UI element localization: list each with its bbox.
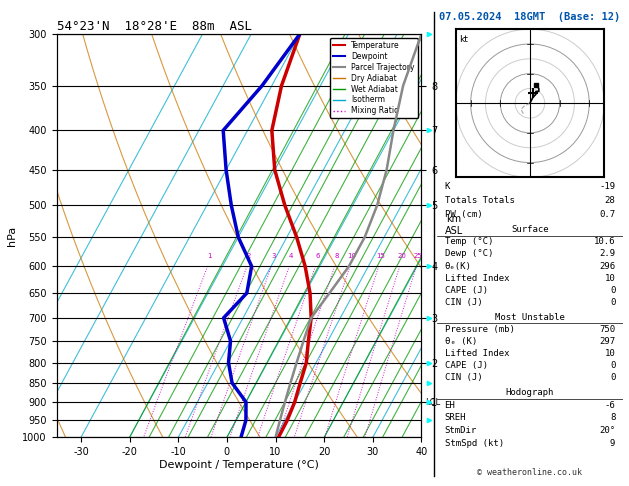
Text: Most Unstable: Most Unstable xyxy=(495,312,565,322)
Text: 0: 0 xyxy=(610,298,615,307)
Text: Totals Totals: Totals Totals xyxy=(445,196,515,205)
Legend: Temperature, Dewpoint, Parcel Trajectory, Dry Adiabat, Wet Adiabat, Isotherm, Mi: Temperature, Dewpoint, Parcel Trajectory… xyxy=(330,38,418,119)
Text: Dewp (°C): Dewp (°C) xyxy=(445,249,493,259)
Text: StmSpd (kt): StmSpd (kt) xyxy=(445,439,504,448)
Text: -19: -19 xyxy=(599,182,615,191)
Text: CIN (J): CIN (J) xyxy=(445,373,482,382)
Text: -6: -6 xyxy=(604,401,615,410)
Text: 2: 2 xyxy=(247,253,251,259)
Text: 6: 6 xyxy=(315,253,320,259)
Text: 0: 0 xyxy=(610,286,615,295)
Text: Surface: Surface xyxy=(511,225,548,234)
Text: θₑ (K): θₑ (K) xyxy=(445,337,477,346)
Text: 10: 10 xyxy=(604,349,615,358)
Text: EH: EH xyxy=(445,401,455,410)
Text: 296: 296 xyxy=(599,261,615,271)
Y-axis label: km
ASL: km ASL xyxy=(445,214,463,236)
Text: 10: 10 xyxy=(347,253,357,259)
Text: SREH: SREH xyxy=(445,414,466,422)
Text: 20°: 20° xyxy=(599,426,615,435)
Text: θₑ(K): θₑ(K) xyxy=(445,261,472,271)
Text: PW (cm): PW (cm) xyxy=(445,210,482,219)
Text: 750: 750 xyxy=(599,325,615,334)
Text: 9: 9 xyxy=(610,439,615,448)
Text: K: K xyxy=(445,182,450,191)
Text: © weatheronline.co.uk: © weatheronline.co.uk xyxy=(477,468,582,477)
Text: 297: 297 xyxy=(599,337,615,346)
Y-axis label: hPa: hPa xyxy=(7,226,17,246)
Text: Hodograph: Hodograph xyxy=(506,388,554,397)
Text: kt: kt xyxy=(459,35,467,44)
Text: 07.05.2024  18GMT  (Base: 12): 07.05.2024 18GMT (Base: 12) xyxy=(439,12,621,22)
Text: 3: 3 xyxy=(271,253,276,259)
Text: 28: 28 xyxy=(604,196,615,205)
Text: CIN (J): CIN (J) xyxy=(445,298,482,307)
Text: 54°23'N  18°28'E  88m  ASL: 54°23'N 18°28'E 88m ASL xyxy=(57,20,252,33)
Text: 8: 8 xyxy=(610,414,615,422)
Text: 20: 20 xyxy=(397,253,406,259)
X-axis label: Dewpoint / Temperature (°C): Dewpoint / Temperature (°C) xyxy=(159,460,319,470)
Text: 0: 0 xyxy=(610,373,615,382)
Text: Temp (°C): Temp (°C) xyxy=(445,237,493,246)
Text: 25: 25 xyxy=(414,253,423,259)
Text: Pressure (mb): Pressure (mb) xyxy=(445,325,515,334)
Text: Lifted Index: Lifted Index xyxy=(445,274,509,283)
Text: 0.7: 0.7 xyxy=(599,210,615,219)
Text: 4: 4 xyxy=(289,253,294,259)
Text: LCL: LCL xyxy=(426,398,441,407)
Text: 1: 1 xyxy=(208,253,212,259)
Text: 10.6: 10.6 xyxy=(594,237,615,246)
Text: Lifted Index: Lifted Index xyxy=(445,349,509,358)
Text: 10: 10 xyxy=(604,274,615,283)
Text: 8: 8 xyxy=(335,253,339,259)
Text: 2.9: 2.9 xyxy=(599,249,615,259)
Text: CAPE (J): CAPE (J) xyxy=(445,286,487,295)
Text: 15: 15 xyxy=(376,253,385,259)
Text: StmDir: StmDir xyxy=(445,426,477,435)
Text: 0: 0 xyxy=(610,361,615,370)
Text: CAPE (J): CAPE (J) xyxy=(445,361,487,370)
